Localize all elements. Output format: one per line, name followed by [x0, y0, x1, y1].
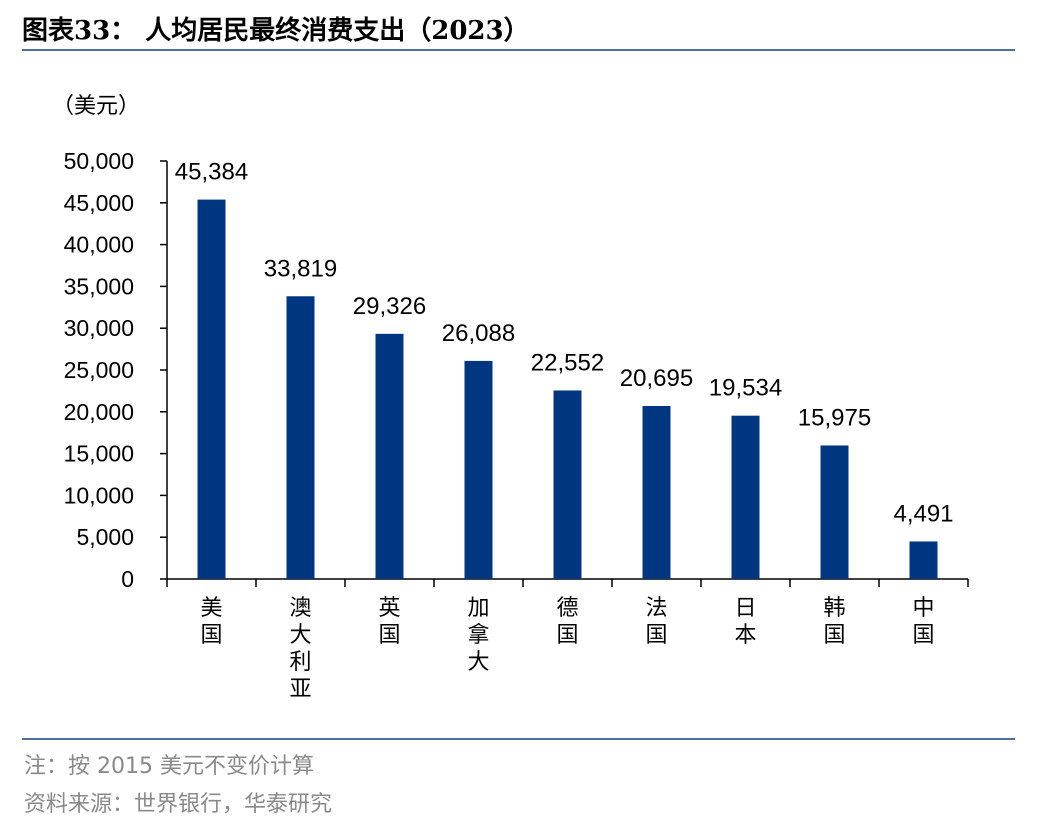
bar-value-label: 22,552: [531, 349, 604, 376]
x-category-label: 澳大利亚: [289, 596, 311, 702]
y-axis-unit-label: （美元）: [52, 94, 141, 119]
bar: [197, 199, 226, 579]
source-note: 资料来源：世界银行，华泰研究: [24, 792, 333, 817]
bar: [553, 390, 582, 579]
bar: [820, 445, 849, 579]
bar-value-label: 45,384: [175, 159, 248, 186]
bar-value-label: 4,491: [893, 500, 953, 527]
bar-value-label: 15,975: [798, 404, 871, 431]
bar-value-label: 33,819: [264, 255, 337, 282]
x-category-label: 日本: [734, 596, 756, 648]
bar-chart: 0 5,000 10,000 15,000 20,000 25,000 30,000 35,0…: [64, 148, 969, 702]
x-category-label: 德国: [556, 596, 578, 648]
y-tick-label: 35,000: [64, 273, 134, 299]
chart-title: 图表33： 人均居民最终消费支出（2023）: [22, 16, 530, 46]
bar-value-label: 29,326: [353, 293, 426, 320]
y-tick-label: 20,000: [64, 399, 134, 425]
footnote: 注：按 2015 美元不变价计算: [24, 754, 314, 779]
bar: [909, 541, 938, 579]
bottom-divider: [22, 738, 1015, 740]
bar: [731, 415, 760, 579]
y-tick-label: 10,000: [64, 482, 134, 508]
bar: [375, 333, 404, 579]
y-tick-label: 50,000: [64, 148, 134, 174]
top-divider: [22, 49, 1015, 51]
x-category-label: 美国: [200, 596, 222, 648]
bar: [642, 405, 671, 579]
y-tick-label: 15,000: [64, 441, 134, 467]
x-category-label: 中国: [912, 596, 934, 648]
x-category-label: 法国: [645, 596, 667, 648]
y-tick-label: 5,000: [76, 524, 134, 550]
y-tick-label: 40,000: [64, 232, 134, 258]
bar: [286, 296, 315, 579]
bar-value-label: 26,088: [442, 320, 515, 347]
y-tick-label: 25,000: [64, 357, 134, 383]
bar-value-label: 20,695: [620, 365, 693, 392]
y-tick-label: 0: [121, 566, 134, 592]
bar: [464, 360, 493, 579]
y-tick-label: 30,000: [64, 315, 134, 341]
x-category-label: 英国: [378, 596, 400, 648]
y-tick-label: 45,000: [64, 190, 134, 216]
x-category-label: 韩国: [823, 596, 845, 648]
x-category-label: 加拿大: [467, 596, 489, 675]
bar-value-label: 19,534: [709, 375, 782, 402]
